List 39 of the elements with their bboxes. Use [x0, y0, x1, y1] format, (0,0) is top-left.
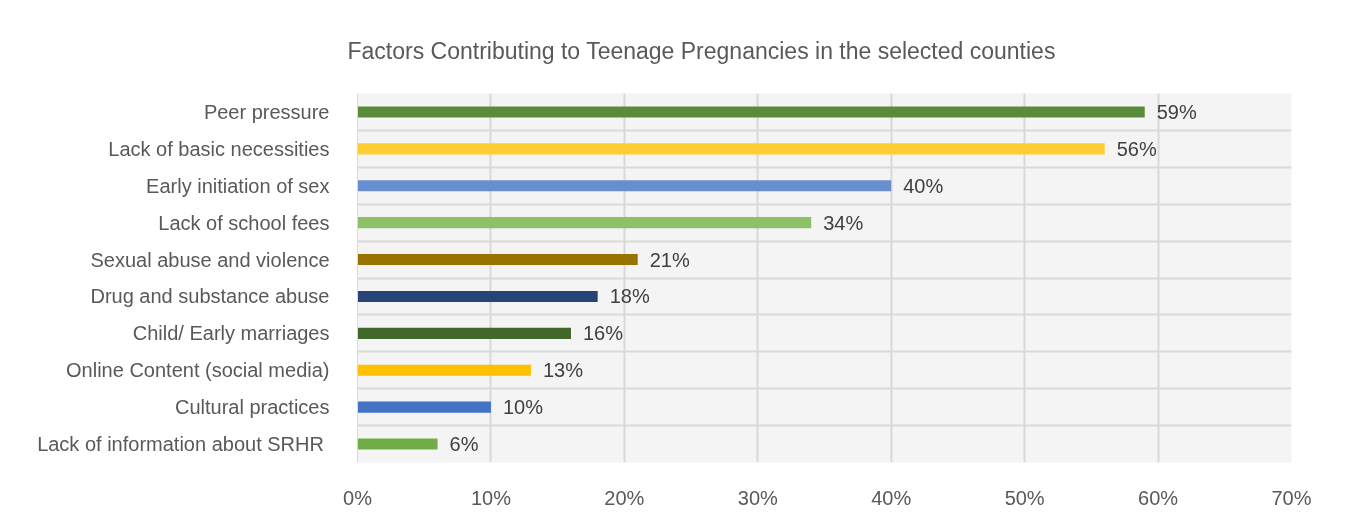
data-label: 13%	[542, 359, 584, 382]
data-label: 34%	[823, 211, 864, 234]
data-label: 59%	[1156, 100, 1197, 123]
y-tick-label: Sexual abuse and violence	[90, 248, 330, 271]
data-label: 10%	[502, 396, 544, 419]
x-tick-label: 60%	[1138, 486, 1179, 509]
y-tick-label: Online Content (social media)	[66, 359, 330, 382]
y-tick-label: Child/ Early marriages	[132, 322, 330, 345]
x-tick-label: 10%	[470, 486, 512, 509]
x-tick-label: 20%	[604, 486, 645, 509]
bar	[357, 180, 892, 192]
bar	[357, 106, 1145, 118]
x-tick-label: 70%	[1271, 486, 1312, 509]
data-label: 16%	[582, 322, 624, 345]
bar	[357, 290, 598, 302]
bar	[357, 401, 491, 413]
y-tick-label: Peer pressure	[203, 100, 330, 123]
y-tick-label: Lack of information about SRHR	[37, 433, 324, 456]
x-tick-label: 50%	[1004, 486, 1045, 509]
bar	[357, 217, 812, 229]
y-tick-label: Lack of school fees	[158, 211, 330, 234]
bar	[357, 327, 571, 339]
bar	[357, 438, 438, 450]
chart-title: Factors Contributing to Teenage Pregnancies in the selected counties	[347, 37, 1056, 64]
y-tick-label: Early initiation of sex	[146, 174, 330, 197]
x-tick-label: 0%	[343, 486, 373, 509]
data-label: 6%	[449, 433, 479, 456]
y-tick-label: Lack of basic necessities	[108, 137, 330, 160]
data-label: 18%	[609, 285, 650, 308]
data-label: 21%	[649, 248, 690, 271]
bar	[357, 254, 638, 266]
y-tick-label: Drug and substance abuse	[90, 285, 330, 308]
bar	[357, 364, 531, 376]
bar	[357, 143, 1105, 155]
data-label: 56%	[1116, 137, 1157, 160]
data-label: 40%	[903, 174, 944, 197]
x-tick-label: 40%	[871, 486, 912, 509]
x-tick-label: 30%	[737, 486, 779, 509]
y-tick-label: Cultural practices	[175, 396, 330, 419]
